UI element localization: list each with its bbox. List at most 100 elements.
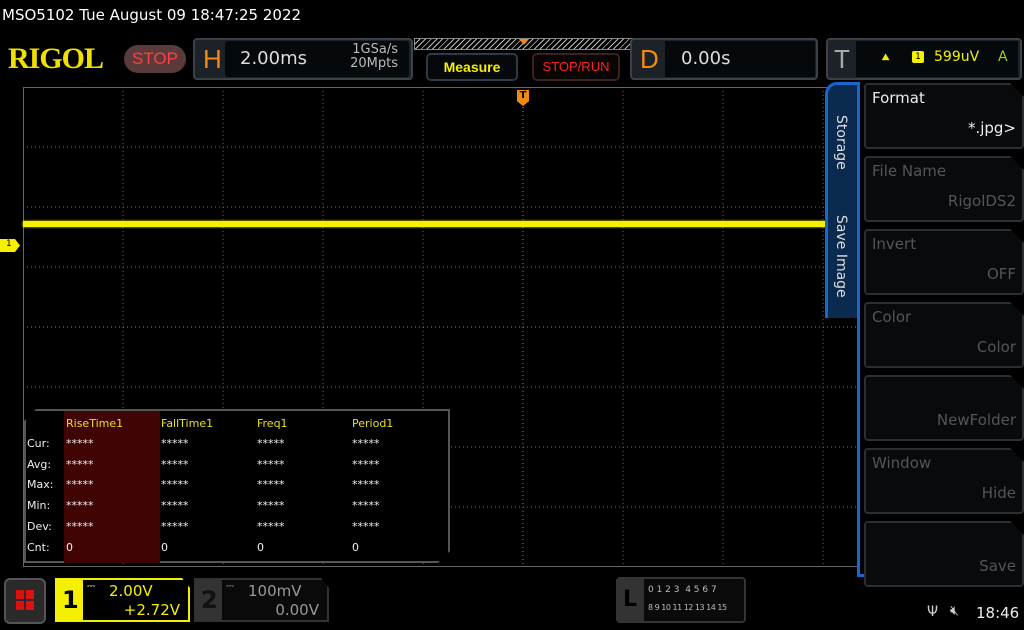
measure-value: ***** [352, 519, 380, 533]
menu-item[interactable]: Window Hide [864, 448, 1024, 514]
measure-value: ***** [66, 478, 94, 492]
measure-header[interactable]: Period1 [352, 417, 394, 430]
trigger-source: 1 [912, 51, 924, 63]
measure-value: 0 [352, 540, 359, 554]
measure-value: ***** [257, 478, 285, 492]
logic-letter: L [623, 587, 638, 612]
measure-value: ***** [66, 519, 94, 533]
menu-item-value: RigolDS2 [947, 192, 1016, 210]
measure-value: ***** [257, 457, 285, 471]
delay-value: 0.00s [681, 48, 731, 69]
measure-row-label: Cnt: [27, 540, 50, 554]
logic-row-1: 0 1 2 3 4 5 6 7 [648, 585, 717, 595]
trigger-position-marker[interactable]: T [517, 90, 529, 106]
measure-value: ***** [66, 437, 94, 450]
measure-value: ***** [161, 478, 189, 492]
menu-item-value: OFF [986, 265, 1016, 283]
measure-value: ***** [352, 437, 380, 450]
measure-value: ***** [352, 478, 380, 492]
grid-menu-icon [16, 590, 34, 610]
menu-item-label: Invert [872, 235, 917, 253]
measure-value: ***** [161, 437, 189, 450]
menu-item[interactable]: Invert OFF [864, 229, 1024, 295]
sample-rate-value: 1GSa/s [352, 42, 398, 57]
measure-value: ***** [66, 499, 94, 513]
ch1-number: 1 [62, 586, 79, 614]
ch1-scale: 2.00V [109, 582, 153, 600]
measure-value: ***** [257, 499, 285, 513]
menu-item[interactable]: Format *.jpg> [864, 83, 1024, 149]
stop-run-button[interactable]: STOP/RUN [532, 53, 620, 81]
channel-1-button[interactable]: 1 ⎓ 2.00V +2.72V [55, 578, 190, 622]
clock: 18:46 [976, 604, 1020, 622]
measure-value: ***** [161, 499, 189, 513]
side-menu: Format *.jpg> File Name RigolDS2 Invert OFF Co… [857, 82, 1024, 577]
menu-item-value: Hide [981, 484, 1016, 502]
trigger-level: 599uV [934, 49, 980, 65]
memory-depth: 20Mpts [350, 56, 398, 71]
run-state-badge[interactable]: STOP [124, 45, 186, 73]
logic-channels-button[interactable]: L 0 1 2 3 4 5 6 7 8 9 10 11 12 13 14 15 [616, 577, 746, 623]
delay-letter: D [640, 44, 659, 74]
measure-value: ***** [257, 519, 285, 533]
trigger-letter: T [834, 44, 850, 74]
dc-coupling-icon: ⎓ [226, 581, 234, 592]
measure-value: ***** [352, 457, 380, 471]
dc-coupling-icon: ⎓ [87, 581, 95, 592]
rising-edge-icon: ⯅ [880, 50, 892, 66]
measure-button[interactable]: Measure [426, 53, 518, 81]
measure-value: ***** [66, 457, 94, 471]
menu-item-value: NewFolder [936, 411, 1016, 429]
ch2-offset: 0.00V [275, 601, 319, 619]
measure-value: ***** [257, 437, 285, 450]
horizontal-inner [225, 41, 409, 77]
ch2-scale: 100mV [248, 582, 302, 600]
ch1-offset-marker[interactable]: 1 [0, 239, 20, 252]
logic-row-2: 8 9 10 11 12 13 14 15 [648, 603, 727, 612]
selected-column-highlight [64, 411, 160, 563]
measure-value: ***** [352, 499, 380, 513]
measure-value: 0 [257, 540, 264, 554]
menu-item-value: Save [979, 557, 1016, 575]
channel-2-button[interactable]: 2 ⎓ 100mV 0.00V [194, 578, 329, 622]
menu-item-label: Format [872, 89, 925, 107]
measure-value: ***** [161, 457, 189, 471]
menu-item-value: *.jpg> [967, 119, 1016, 137]
measure-row-label: Cur: [27, 437, 50, 450]
tab-storage[interactable]: Storage [833, 115, 849, 170]
tab-save-image[interactable]: Save Image [833, 215, 849, 298]
timebase-value: 2.00ms [240, 48, 307, 69]
measure-value: 0 [161, 540, 168, 554]
menu-item-label: Window [872, 454, 932, 472]
speaker-muted-icon[interactable]: 🔇︎ [950, 603, 959, 619]
menu-item-label: Color [872, 308, 912, 326]
menu-item-label: File Name [872, 162, 947, 180]
sample-rate: 1GSa/s 20Mpts [330, 43, 398, 71]
menu-item[interactable]: NewFolder [864, 375, 1024, 441]
measure-header[interactable]: Freq1 [257, 417, 288, 430]
measure-row-label: Max: [27, 478, 54, 492]
measure-value: 0 [66, 540, 73, 554]
menu-item-value: Color [976, 338, 1016, 356]
measure-row-label: Avg: [27, 457, 52, 471]
ch2-number: 2 [201, 586, 218, 614]
trigger-mode: A [998, 49, 1008, 65]
menu-item[interactable]: Save [864, 521, 1024, 587]
measure-value: ***** [161, 519, 189, 533]
measure-row-label: Dev: [27, 519, 52, 533]
rigol-logo: RIGOL [8, 42, 104, 75]
measure-header[interactable]: FallTime1 [161, 417, 214, 430]
delay-inner [665, 41, 815, 77]
measurement-table: RiseTime1 FallTime1 Freq1 Period1 Cur: ***** *… [24, 409, 450, 563]
ch1-waveform [23, 221, 825, 227]
menu-item[interactable]: Color Color [864, 302, 1024, 368]
usb-icon: Ψ [927, 604, 939, 620]
measure-header[interactable]: RiseTime1 [66, 417, 124, 430]
trigger-inner [856, 41, 1018, 77]
window-title: MSO5102 Tue August 09 18:47:25 2022 [2, 6, 302, 24]
menu-item[interactable]: File Name RigolDS2 [864, 156, 1024, 222]
horizontal-letter: H [203, 44, 222, 74]
ch1-offset: +2.72V [123, 601, 180, 619]
main-menu-button[interactable] [4, 578, 46, 624]
menu-tabs: Storage Save Image [825, 82, 857, 318]
